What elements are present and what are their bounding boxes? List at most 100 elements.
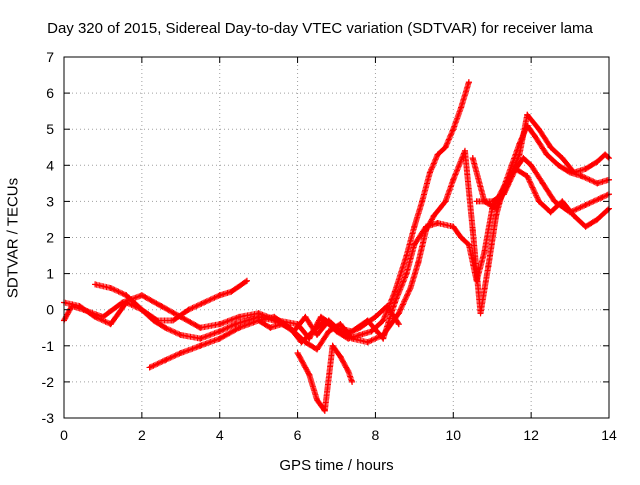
y-tick-label: 1: [46, 266, 54, 282]
y-tick-label: 2: [46, 230, 54, 246]
data-point: [123, 292, 130, 299]
x-axis-label: GPS time / hours: [279, 457, 394, 474]
data-point: [228, 288, 235, 295]
data-point: [162, 357, 169, 364]
data-point: [500, 191, 507, 198]
data-point: [170, 317, 176, 324]
data-point: [236, 324, 243, 331]
data-point: [384, 303, 391, 310]
data-point: [469, 155, 476, 162]
data-point: [524, 173, 531, 180]
data-markers: [61, 79, 612, 414]
y-tick-label: 3: [46, 193, 54, 209]
data-point: [395, 321, 402, 328]
data-point: [325, 328, 332, 335]
data-point: [341, 331, 348, 338]
data-point: [345, 368, 352, 375]
data-point: [465, 79, 472, 86]
data-point: [469, 227, 476, 234]
data-point: [138, 292, 145, 299]
y-tick-label: -1: [42, 338, 55, 354]
data-point: [512, 165, 519, 172]
data-point: [216, 328, 223, 335]
data-point: [532, 133, 539, 140]
data-point: [403, 252, 410, 259]
data-point: [177, 331, 184, 338]
data-point: [477, 310, 484, 317]
y-tick-label: 6: [46, 85, 54, 101]
y-tick-label: 7: [46, 49, 54, 65]
data-point: [294, 350, 301, 357]
y-tick-label: 4: [46, 157, 54, 173]
data-point: [201, 299, 208, 306]
data-point: [450, 126, 457, 133]
x-tick-label: 14: [601, 427, 617, 443]
data-point: [107, 321, 114, 328]
data-point: [395, 310, 402, 317]
data-point: [551, 198, 558, 205]
data-point: [337, 321, 344, 328]
data-point: [290, 328, 297, 335]
data-point: [582, 202, 589, 209]
data-point: [349, 378, 356, 385]
data-point: [158, 303, 165, 310]
data-point: [391, 288, 398, 295]
grid-lines: [64, 57, 609, 418]
data-point: [138, 306, 145, 313]
data-point: [337, 353, 344, 360]
y-tick-label: 0: [46, 302, 54, 318]
data-point: [423, 227, 430, 234]
data-point: [450, 176, 457, 183]
data-point: [434, 151, 441, 158]
data-point: [267, 324, 274, 331]
data-point: [302, 313, 309, 320]
data-point: [329, 342, 336, 349]
data-point: [236, 313, 243, 320]
data-point: [356, 331, 363, 338]
series-track-b: [92, 79, 472, 346]
data-point: [185, 306, 192, 313]
data-point: [372, 313, 379, 320]
data-point: [461, 147, 468, 154]
x-tick-label: 6: [294, 427, 302, 443]
data-point: [524, 111, 531, 118]
y-axis-label: SDTVAR / TECUs: [4, 177, 22, 299]
x-tick-label: 0: [60, 427, 68, 443]
data-point: [559, 155, 566, 162]
series-track-f: [469, 111, 612, 212]
data-point: [458, 104, 465, 111]
x-tick-label: 2: [138, 427, 146, 443]
data-point: [547, 209, 554, 216]
chart-title: Day 320 of 2015, Sidereal Day-to-day VTE…: [47, 20, 593, 37]
data-point: [419, 198, 426, 205]
data-point: [450, 223, 457, 230]
data-point: [255, 317, 262, 324]
data-point: [582, 165, 589, 172]
axis-ticks: [63, 56, 610, 419]
data-point: [516, 151, 523, 158]
data-point: [380, 317, 387, 324]
data-point: [555, 162, 562, 169]
data-point: [578, 173, 585, 180]
data-point: [177, 350, 184, 357]
data-point: [489, 198, 496, 205]
data-point: [598, 194, 605, 201]
data-point: [570, 169, 577, 176]
data-point: [154, 317, 161, 324]
data-point: [493, 205, 500, 212]
data-point: [485, 263, 492, 270]
data-point: [364, 339, 371, 346]
data-point: [302, 339, 309, 346]
series-markers: [469, 111, 612, 212]
data-point: [349, 335, 356, 342]
data-point: [314, 396, 321, 403]
data-point: [146, 364, 153, 371]
data-point: [543, 151, 550, 158]
x-tick-label: 4: [216, 427, 224, 443]
data-point: [317, 313, 324, 320]
y-tick-label: 5: [46, 121, 54, 137]
data-point: [325, 317, 332, 324]
